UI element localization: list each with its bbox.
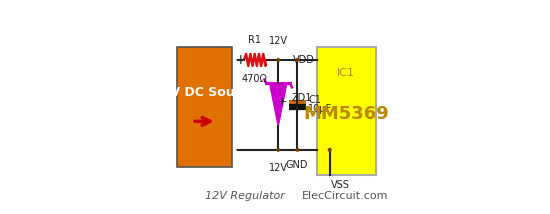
Text: IC1: IC1 <box>337 68 355 78</box>
Circle shape <box>277 59 279 61</box>
Text: ElecCircuit.com: ElecCircuit.com <box>302 191 389 201</box>
Text: ZD1: ZD1 <box>292 94 312 103</box>
Text: 12V: 12V <box>269 36 288 46</box>
Text: C1: C1 <box>308 95 321 104</box>
Circle shape <box>328 149 331 151</box>
Text: 470Ω: 470Ω <box>242 74 268 84</box>
Text: MM5369: MM5369 <box>303 105 389 123</box>
Text: GND: GND <box>285 160 307 171</box>
Text: 10μF: 10μF <box>308 104 332 114</box>
Text: +: + <box>235 53 246 67</box>
Text: R1: R1 <box>248 35 261 45</box>
Text: 12V Regulator: 12V Regulator <box>205 191 285 201</box>
Text: VDD: VDD <box>293 55 315 65</box>
Circle shape <box>296 59 299 61</box>
Bar <box>177 47 232 167</box>
Text: 22V DC Source: 22V DC Source <box>152 86 256 99</box>
Bar <box>317 47 376 175</box>
Text: 12V: 12V <box>269 163 288 173</box>
Polygon shape <box>270 83 287 126</box>
Text: +: + <box>277 97 287 107</box>
Circle shape <box>296 149 299 151</box>
Text: VSS: VSS <box>331 180 350 190</box>
Circle shape <box>277 149 279 151</box>
Text: −: − <box>235 143 246 157</box>
